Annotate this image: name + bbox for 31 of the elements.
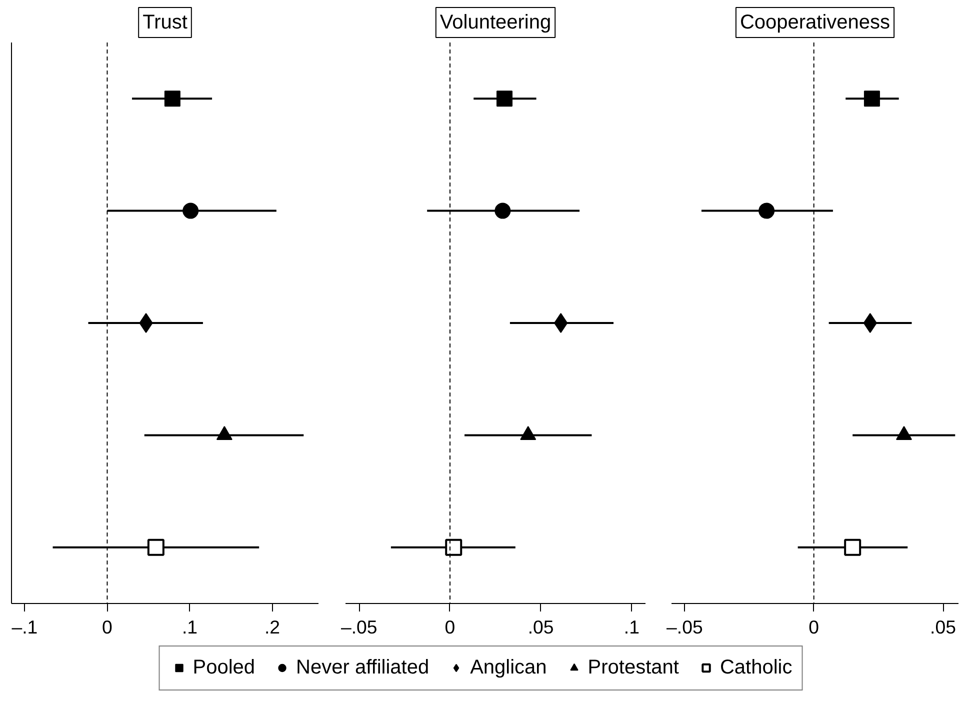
point [164,90,180,107]
point [494,202,511,219]
x-tick-label: –.1 [12,616,38,638]
point [758,202,775,219]
x-tick-label: .05 [528,616,554,638]
legend-label: Anglican [470,656,547,679]
point [844,538,862,556]
point [864,90,880,107]
point [863,313,877,333]
legend-label: Protestant [588,656,679,679]
x-tick-label: –.05 [666,616,703,638]
x-tick-label: .2 [264,616,280,638]
legend-label: Never affiliated [296,656,430,679]
chart-title: Cooperativeness [740,12,890,34]
x-tick-label: .1 [624,616,640,638]
point [147,538,164,556]
x-tick-label: 0 [808,616,820,638]
chart-title: Volunteering [440,12,552,34]
point [445,538,462,556]
point [496,90,512,107]
x-tick-label: 0 [102,616,112,638]
point [139,313,153,333]
x-tick-label: .1 [182,616,198,638]
x-tick-label: .05 [930,616,956,638]
chart-title: Trust [142,12,188,34]
point [554,313,568,333]
legend-label: Catholic [720,656,792,679]
legend-label: Pooled [192,656,256,679]
x-tick-label: –.05 [340,616,378,638]
point [182,202,199,219]
x-tick-label: 0 [444,616,456,638]
